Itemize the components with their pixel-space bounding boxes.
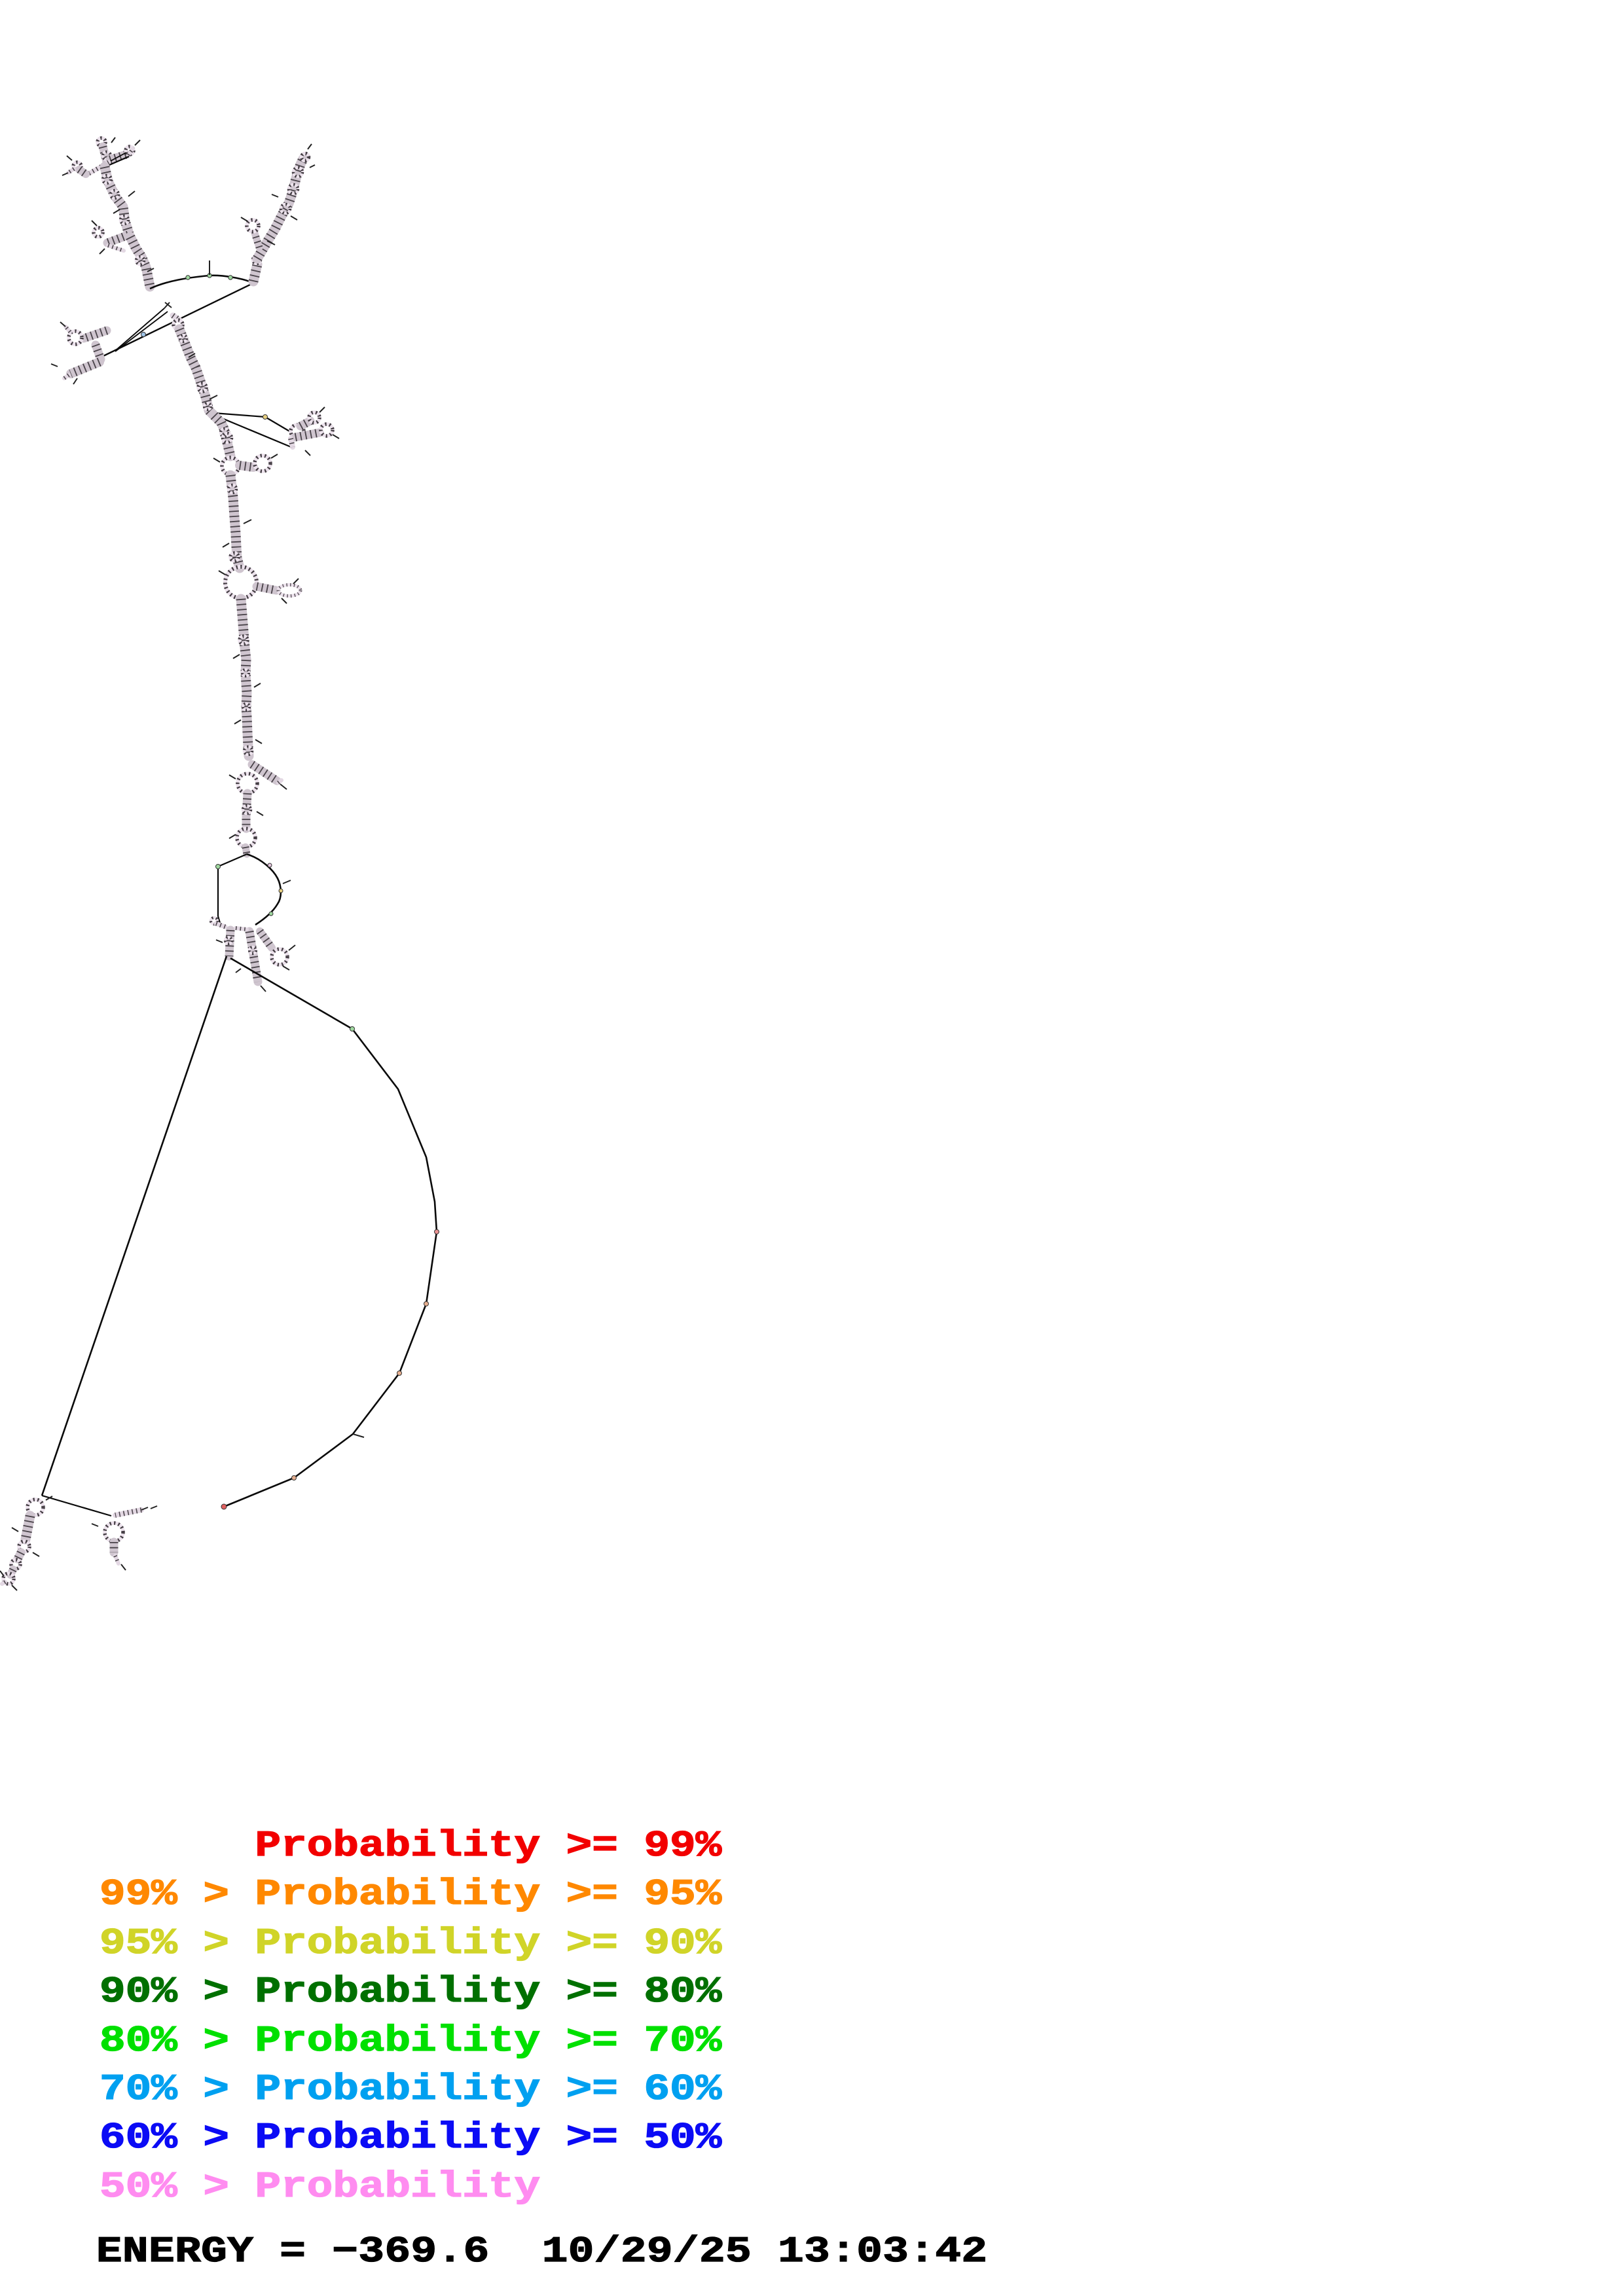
svg-text:50% > Probability: 50% > Probability xyxy=(100,2166,540,2208)
svg-text:80% > Probability >= 70%: 80% > Probability >= 70% xyxy=(100,2020,722,2062)
svg-text:95% > Probability >= 90%: 95% > Probability >= 90% xyxy=(100,1923,722,1964)
svg-text:99% > Probability >= 95%: 99% > Probability >= 95% xyxy=(100,1874,722,1915)
svg-text:60% > Probability >= 50%: 60% > Probability >= 50% xyxy=(100,2117,722,2159)
svg-text:Probability >= 99%: Probability >= 99% xyxy=(100,1825,722,1867)
svg-text:90% > Probability >= 80%: 90% > Probability >= 80% xyxy=(100,1971,722,2013)
svg-text:ENERGY = −369.6 10/29/25 13:0: ENERGY = −369.6 10/29/25 13:03:42 xyxy=(96,2231,987,2272)
svg-text:70% > Probability >= 60%: 70% > Probability >= 60% xyxy=(100,2069,722,2110)
